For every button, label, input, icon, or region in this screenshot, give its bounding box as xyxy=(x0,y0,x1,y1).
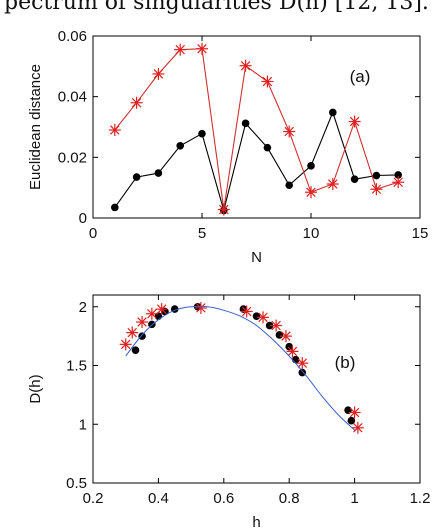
y-tick-label: 0 xyxy=(79,210,87,227)
x-tick-label: 15 xyxy=(412,225,429,242)
data-point-dot xyxy=(329,108,337,117)
y-tick-label: 1.5 xyxy=(66,358,87,375)
data-point-dot xyxy=(285,181,294,190)
x-tick-label: 0.6 xyxy=(213,490,234,507)
data-point-star xyxy=(296,357,309,370)
data-point-dot xyxy=(154,169,163,177)
data-point-dot xyxy=(176,142,184,150)
y-axis-label: Euclidean distance xyxy=(27,64,44,190)
data-point-dot xyxy=(347,416,356,425)
y-tick-label: 0.02 xyxy=(58,149,87,166)
x-axis-label: N xyxy=(251,249,262,266)
plot-frame xyxy=(92,294,421,484)
data-point-dot xyxy=(241,119,250,128)
data-point-star xyxy=(283,125,296,138)
x-axis-label: h xyxy=(252,514,260,530)
y-tick-label: 1 xyxy=(79,416,87,433)
data-point-star xyxy=(119,338,132,351)
data-point-dot xyxy=(372,171,381,180)
page-header-text: pectrum of singularities D(h) [12, 13]. xyxy=(0,0,432,30)
data-point-star xyxy=(155,303,168,316)
x-tick-label: 0 xyxy=(89,225,97,242)
data-point-dot xyxy=(252,312,261,320)
data-point-star xyxy=(217,203,230,216)
data-point-star xyxy=(130,96,143,109)
header-caption: pectrum of singularities D(h) [12, 13]. xyxy=(4,0,429,15)
x-tick-label: 1 xyxy=(350,490,358,507)
data-point-dot xyxy=(131,346,140,355)
fit-curve-line xyxy=(125,305,355,431)
data-point-dot xyxy=(298,368,307,377)
x-tick-label: 0.2 xyxy=(83,490,104,507)
data-point-star xyxy=(239,59,252,72)
data-point-dot xyxy=(394,171,403,179)
data-point-star xyxy=(351,421,364,434)
series-line-0 xyxy=(114,110,399,213)
data-point-star xyxy=(261,75,274,88)
data-point-star xyxy=(152,67,165,80)
data-point-star xyxy=(305,186,317,199)
data-point-dot xyxy=(307,162,315,170)
data-point-star xyxy=(196,42,208,55)
data-point-star xyxy=(279,330,292,343)
y-tick-label: 0.06 xyxy=(58,28,87,45)
data-point-star xyxy=(326,178,339,191)
data-point-star xyxy=(240,305,253,318)
x-tick-label: 0.4 xyxy=(148,490,169,507)
data-point-star xyxy=(257,311,270,324)
data-point-star xyxy=(194,301,207,314)
y-axis-label: D(h) xyxy=(27,374,44,403)
data-point-dot xyxy=(138,332,146,340)
y-tick-label: 0.04 xyxy=(58,89,87,106)
data-point-star xyxy=(392,176,405,189)
data-point-star xyxy=(126,326,139,339)
data-point-dot xyxy=(265,321,274,330)
x-tick-label: 0.8 xyxy=(279,490,300,507)
data-point-dot xyxy=(263,143,272,152)
panel-label: (b) xyxy=(335,353,356,372)
data-point-star xyxy=(270,319,283,332)
data-point-dot xyxy=(350,175,359,183)
data-point-star xyxy=(370,183,383,196)
data-point-dot xyxy=(285,342,294,351)
panel-label: (a) xyxy=(350,67,371,86)
data-point-star xyxy=(286,345,299,358)
x-tick-label: 10 xyxy=(303,225,320,242)
data-point-dot xyxy=(132,173,141,181)
y-tick-label: 0.5 xyxy=(66,475,87,492)
y-tick-label: 2 xyxy=(79,299,87,316)
data-point-dot xyxy=(275,331,284,339)
data-point-star xyxy=(174,43,187,56)
chart-panel-a: 0 5 10 15 0 0.02 0.04 0.06 N Euclidean distance (a… xyxy=(27,28,428,266)
plot-frame xyxy=(92,35,421,219)
data-point-star xyxy=(108,124,121,137)
data-point-star xyxy=(348,406,361,419)
data-point-dot xyxy=(198,129,206,138)
data-point-dot xyxy=(111,203,119,212)
data-point-star xyxy=(145,307,158,320)
data-point-star xyxy=(348,115,361,128)
chart-panel-b: 0.2 0.4 0.6 0.8 1 1.2 0.5 1 1.5 2 h D(h) (b) xyxy=(27,294,431,530)
x-tick-label: 1.2 xyxy=(410,490,431,507)
x-tick-label: 5 xyxy=(198,225,206,242)
data-point-star xyxy=(136,316,149,329)
